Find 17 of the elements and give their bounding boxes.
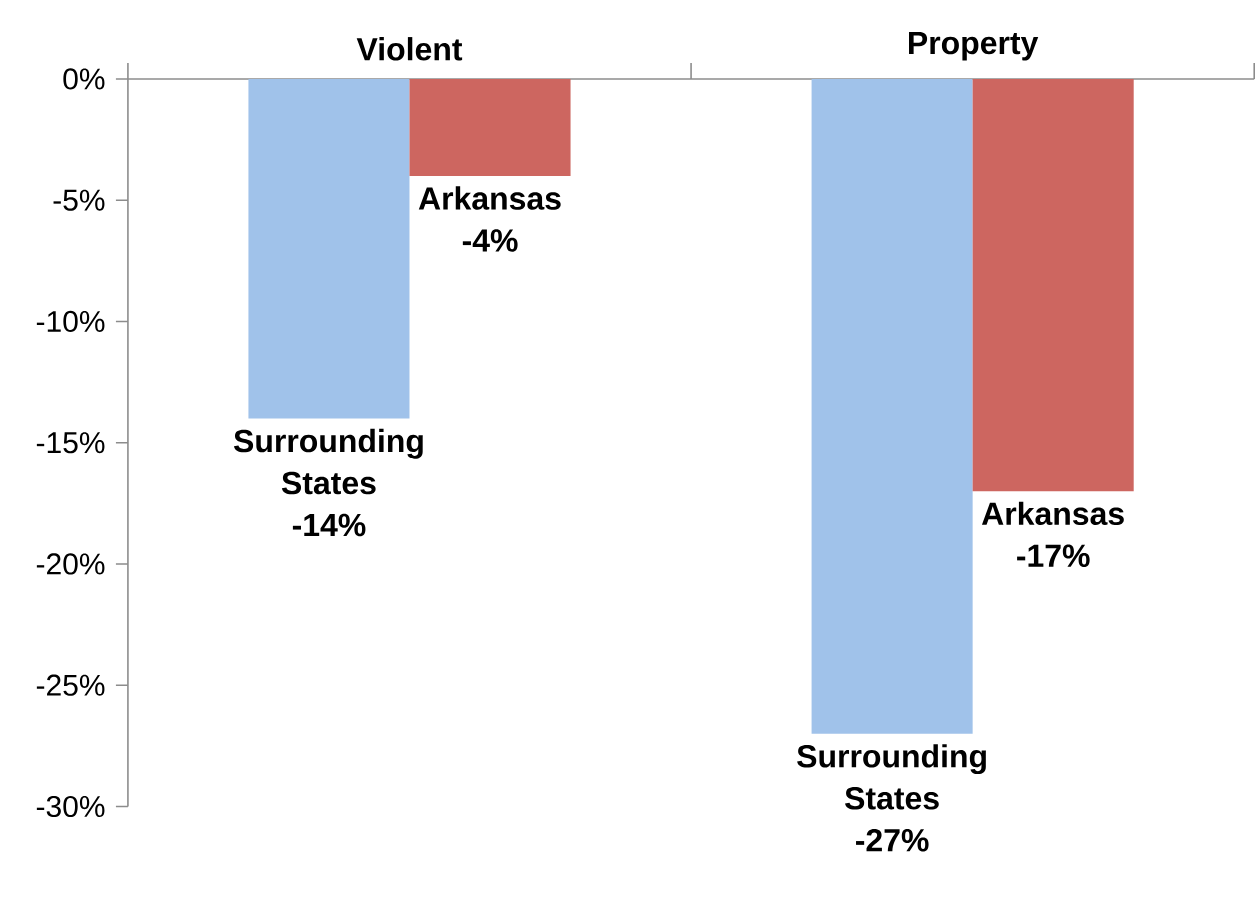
data-label: -27%: [856, 828, 929, 852]
series-label: Surrounding States: [797, 743, 986, 810]
data-label: -17%: [1017, 544, 1090, 567]
y-tick-label: -30%: [36, 795, 105, 817]
y-tick-label: -15%: [36, 431, 105, 454]
data-label: -14%: [292, 513, 366, 537]
y-tick-label: -25%: [36, 674, 105, 696]
y-tick-label: -10%: [36, 310, 105, 332]
x-tick-label: Violent: [356, 36, 463, 61]
text: Surrounding States: [233, 428, 423, 495]
y-tick-label: -20%: [36, 553, 105, 575]
x-tick-label: Property: [909, 31, 1039, 61]
text: Arkansas: [981, 501, 1124, 525]
series-label: Arkansas: [418, 186, 561, 210]
y-tick-label: -5%: [53, 189, 105, 211]
data-label: -4%: [462, 229, 518, 252]
y-tick-label: 0%: [63, 68, 105, 90]
